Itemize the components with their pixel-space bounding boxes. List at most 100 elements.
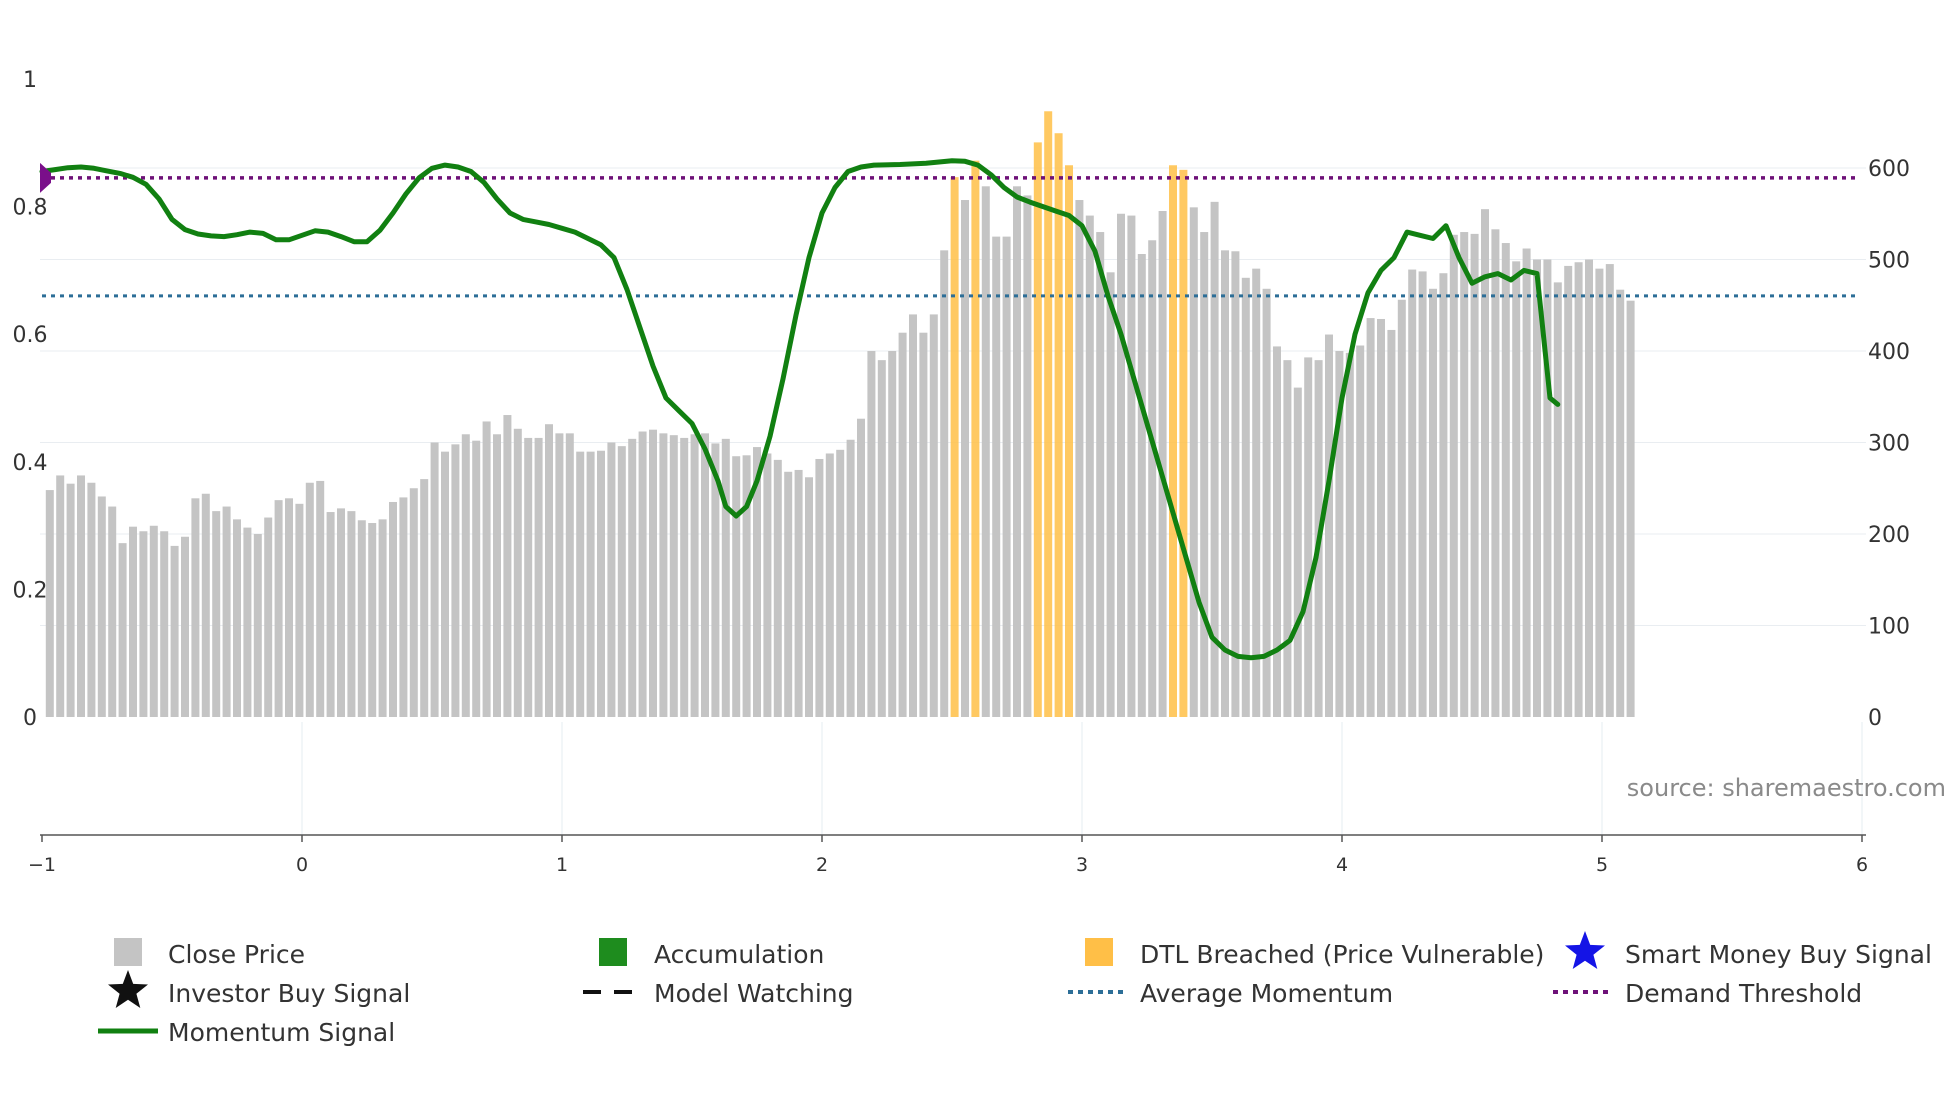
close-price-bar (77, 475, 85, 717)
axes: −1 0 1 2 3 4 5 6 0 0.2 0.4 0.6 0.8 1 0 100 200 300 400 500 6… (13, 68, 1911, 876)
close-price-bar (1605, 264, 1614, 717)
close-price-bar (472, 440, 481, 717)
close-price-bar (680, 437, 689, 717)
close-price-bar (815, 458, 824, 717)
close-price-bar (253, 534, 262, 717)
right-tick-label: 200 (1868, 523, 1910, 548)
start-marker (40, 162, 51, 193)
momentum-legend-label: Momentum Signal (168, 1018, 395, 1047)
close-price-bar (149, 525, 158, 717)
close-price-bar (1418, 271, 1427, 717)
close-price-bar (1512, 261, 1521, 717)
right-tick-label: 500 (1868, 249, 1910, 274)
accumulation-legend-label: Accumulation (654, 940, 824, 969)
x-tick-label: 3 (1076, 854, 1088, 876)
close-price-bar (1002, 236, 1011, 717)
close-price-bar (357, 520, 366, 717)
close-price-bar (108, 506, 117, 717)
close-price-bar (669, 435, 678, 717)
close-price-bar (1626, 300, 1635, 717)
smart-money-legend-label: Smart Money Buy Signal (1625, 940, 1932, 969)
close-price-bar (763, 453, 772, 717)
close-price-bar (1522, 248, 1531, 717)
close-price-bar (1096, 232, 1105, 718)
close-price-bar (1325, 334, 1333, 717)
close-price-bar (1356, 345, 1365, 717)
close-price-bar (753, 447, 761, 717)
close-price-bar (721, 438, 730, 717)
dtl-breached-bar (1169, 165, 1177, 717)
close-price-bar (420, 479, 429, 717)
left-tick-label: 0.2 (13, 578, 48, 603)
close-price-bar (1345, 352, 1354, 717)
close-price-bar (825, 453, 834, 717)
close-price-bar (524, 437, 533, 717)
dtl-breached-bar (1054, 133, 1063, 718)
x-tick-label: 6 (1856, 854, 1868, 876)
close-price-bar (1210, 201, 1219, 718)
left-tick-label: 0.4 (13, 451, 48, 476)
x-tick-label: 5 (1596, 854, 1608, 876)
close-price-bar (129, 526, 137, 717)
close-price-bar (274, 500, 283, 717)
close-price-bar (981, 186, 990, 718)
dtl-breached-bar (1179, 169, 1188, 717)
close-price-bar (222, 506, 231, 717)
model-watching-legend-label: Model Watching (654, 979, 854, 1008)
close-price-bar (66, 483, 75, 717)
close-price-bar (1304, 357, 1313, 717)
close-price-bar (513, 428, 522, 717)
close-price-bar (1075, 200, 1084, 717)
close-price-bar (690, 434, 699, 717)
close-price-bar (347, 511, 356, 717)
close-price-bar (638, 431, 647, 717)
close-price-bar (1241, 277, 1250, 717)
close-price-bar (1137, 254, 1146, 717)
left-tick-label: 0.6 (13, 323, 48, 348)
close-price-bar (586, 451, 595, 717)
investor-legend-label: Investor Buy Signal (168, 979, 410, 1008)
close-price-bar (316, 480, 325, 717)
close-price-bar (732, 456, 741, 717)
close-price-bar (160, 531, 169, 717)
close-price-bar (212, 511, 221, 717)
close-price-bars (45, 111, 1635, 718)
dtl-breached-bar (1033, 142, 1042, 717)
close-price-bar (1564, 265, 1573, 717)
close-price-bar (1335, 351, 1344, 717)
close-price-bar (326, 512, 335, 717)
close-price-bar (181, 536, 189, 717)
left-tick-label: 1 (23, 68, 37, 93)
close-price-legend-label: Close Price (168, 940, 305, 969)
close-price-bar (846, 439, 855, 717)
close-price-bar (1449, 234, 1458, 718)
close-price-bar (877, 360, 886, 717)
close-price-bar (399, 497, 408, 717)
close-price-bar (295, 503, 304, 717)
close-price-bar (1221, 250, 1229, 717)
x-tick-label: −1 (28, 854, 56, 876)
source-label: source: sharemaestro.com (1627, 774, 1946, 802)
close-price-bar (201, 493, 210, 717)
close-price-bar (139, 531, 148, 717)
close-price-bar (1553, 282, 1562, 717)
close-price-bar (191, 498, 200, 717)
close-price-bar (597, 450, 605, 717)
close-price-bar (1481, 209, 1489, 718)
close-price-bar (243, 527, 252, 717)
close-price-bar (45, 490, 54, 717)
close-price-bar (898, 332, 907, 717)
close-price-bar (1273, 346, 1281, 717)
close-price-bar (409, 488, 418, 717)
close-price-bar (867, 351, 876, 717)
close-price-bar (1387, 329, 1396, 717)
close-price-bar (337, 508, 345, 717)
dtl-legend-label: DTL Breached (Price Vulnerable) (1140, 940, 1544, 969)
smart-money-star-icon (1565, 931, 1605, 969)
close-price-bar (805, 477, 813, 717)
right-tick-label: 400 (1868, 340, 1910, 365)
close-price-bar (264, 517, 273, 717)
close-price-bar (451, 444, 460, 717)
close-price-bar (1189, 207, 1198, 717)
